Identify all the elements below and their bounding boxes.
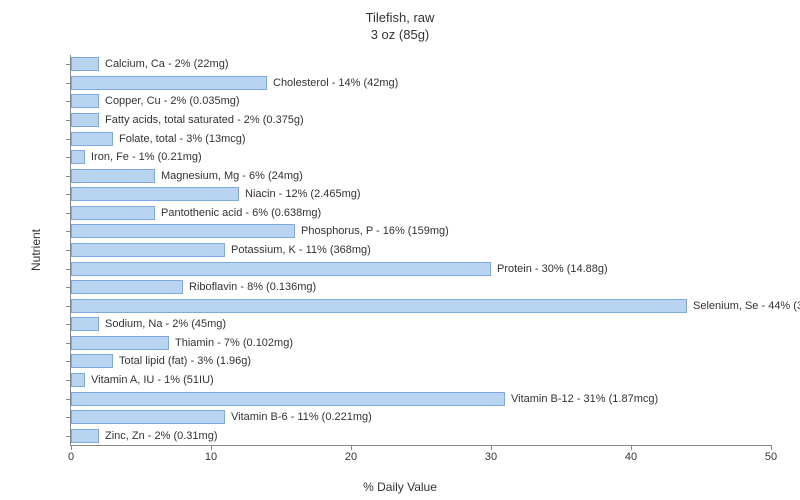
x-tick-mark xyxy=(771,445,772,450)
x-tick-label: 30 xyxy=(485,451,497,463)
x-tick-mark xyxy=(631,445,632,450)
bar-row: Vitamin A, IU - 1% (51IU) xyxy=(71,373,214,387)
chart-container: Tilefish, raw 3 oz (85g) Nutrient Calciu… xyxy=(0,0,800,500)
bar-row: Iron, Fe - 1% (0.21mg) xyxy=(71,150,202,164)
x-tick-label: 50 xyxy=(765,451,777,463)
bar-label: Vitamin A, IU - 1% (51IU) xyxy=(91,374,214,386)
bar-row: Cholesterol - 14% (42mg) xyxy=(71,76,398,90)
bar-row: Total lipid (fat) - 3% (1.96g) xyxy=(71,354,251,368)
x-tick-mark xyxy=(211,445,212,450)
x-tick-label: 10 xyxy=(205,451,217,463)
x-tick-label: 40 xyxy=(625,451,637,463)
bar-label: Folate, total - 3% (13mcg) xyxy=(119,133,246,145)
bar-label: Calcium, Ca - 2% (22mg) xyxy=(105,58,228,70)
bar-row: Fatty acids, total saturated - 2% (0.375… xyxy=(71,113,304,127)
bar xyxy=(71,150,85,164)
bar-row: Niacin - 12% (2.465mg) xyxy=(71,187,361,201)
bar xyxy=(71,76,267,90)
bar-row: Magnesium, Mg - 6% (24mg) xyxy=(71,169,303,183)
bar-label: Protein - 30% (14.88g) xyxy=(497,263,608,275)
bar-row: Thiamin - 7% (0.102mg) xyxy=(71,336,293,350)
bar xyxy=(71,169,155,183)
bar-label: Magnesium, Mg - 6% (24mg) xyxy=(161,170,303,182)
bar-label: Thiamin - 7% (0.102mg) xyxy=(175,337,293,349)
bar-row: Sodium, Na - 2% (45mg) xyxy=(71,317,226,331)
bar xyxy=(71,57,99,71)
bar xyxy=(71,262,491,276)
bar xyxy=(71,113,99,127)
bar-label: Fatty acids, total saturated - 2% (0.375… xyxy=(105,114,304,126)
bar-label: Vitamin B-12 - 31% (1.87mcg) xyxy=(511,393,658,405)
bar xyxy=(71,429,99,443)
bar-label: Cholesterol - 14% (42mg) xyxy=(273,77,398,89)
bar xyxy=(71,336,169,350)
bar-label: Vitamin B-6 - 11% (0.221mg) xyxy=(231,411,372,423)
x-axis-label: % Daily Value xyxy=(363,480,437,494)
bar xyxy=(71,206,155,220)
bar-label: Sodium, Na - 2% (45mg) xyxy=(105,318,226,330)
bar-row: Zinc, Zn - 2% (0.31mg) xyxy=(71,429,217,443)
bar-row: Selenium, Se - 44% (31.0mcg) xyxy=(71,299,800,313)
bar-label: Riboflavin - 8% (0.136mg) xyxy=(189,281,316,293)
bar-row: Calcium, Ca - 2% (22mg) xyxy=(71,57,228,71)
bar-label: Potassium, K - 11% (368mg) xyxy=(231,244,371,256)
bar-label: Selenium, Se - 44% (31.0mcg) xyxy=(693,300,800,312)
y-axis-label: Nutrient xyxy=(29,229,43,271)
bar xyxy=(71,317,99,331)
bar-label: Total lipid (fat) - 3% (1.96g) xyxy=(119,355,251,367)
bar-row: Pantothenic acid - 6% (0.638mg) xyxy=(71,206,321,220)
bar-row: Vitamin B-6 - 11% (0.221mg) xyxy=(71,410,372,424)
bar-label: Zinc, Zn - 2% (0.31mg) xyxy=(105,430,217,442)
x-tick-mark xyxy=(351,445,352,450)
bar-row: Riboflavin - 8% (0.136mg) xyxy=(71,280,316,294)
x-tick-label: 20 xyxy=(345,451,357,463)
bar-label: Pantothenic acid - 6% (0.638mg) xyxy=(161,207,321,219)
bar xyxy=(71,299,687,313)
bar xyxy=(71,392,505,406)
bar-row: Protein - 30% (14.88g) xyxy=(71,262,608,276)
bar xyxy=(71,243,225,257)
bar xyxy=(71,410,225,424)
title-line-1: Tilefish, raw xyxy=(0,10,800,27)
bar-row: Folate, total - 3% (13mcg) xyxy=(71,132,246,146)
chart-title: Tilefish, raw 3 oz (85g) xyxy=(0,0,800,44)
bar-label: Phosphorus, P - 16% (159mg) xyxy=(301,225,449,237)
title-line-2: 3 oz (85g) xyxy=(0,27,800,44)
bar-label: Iron, Fe - 1% (0.21mg) xyxy=(91,151,202,163)
plot-area: Calcium, Ca - 2% (22mg) Cholesterol - 14%… xyxy=(70,55,771,446)
x-tick-label: 0 xyxy=(68,451,74,463)
bar xyxy=(71,373,85,387)
bar-row: Potassium, K - 11% (368mg) xyxy=(71,243,371,257)
x-tick-mark xyxy=(491,445,492,450)
bar-row: Copper, Cu - 2% (0.035mg) xyxy=(71,94,240,108)
bar xyxy=(71,354,113,368)
bar xyxy=(71,187,239,201)
bar-label: Niacin - 12% (2.465mg) xyxy=(245,188,361,200)
bar-row: Vitamin B-12 - 31% (1.87mcg) xyxy=(71,392,658,406)
bar-row: Phosphorus, P - 16% (159mg) xyxy=(71,224,449,238)
bar xyxy=(71,132,113,146)
bar xyxy=(71,280,183,294)
bar-label: Copper, Cu - 2% (0.035mg) xyxy=(105,95,240,107)
x-tick-mark xyxy=(71,445,72,450)
bar xyxy=(71,224,295,238)
bar xyxy=(71,94,99,108)
